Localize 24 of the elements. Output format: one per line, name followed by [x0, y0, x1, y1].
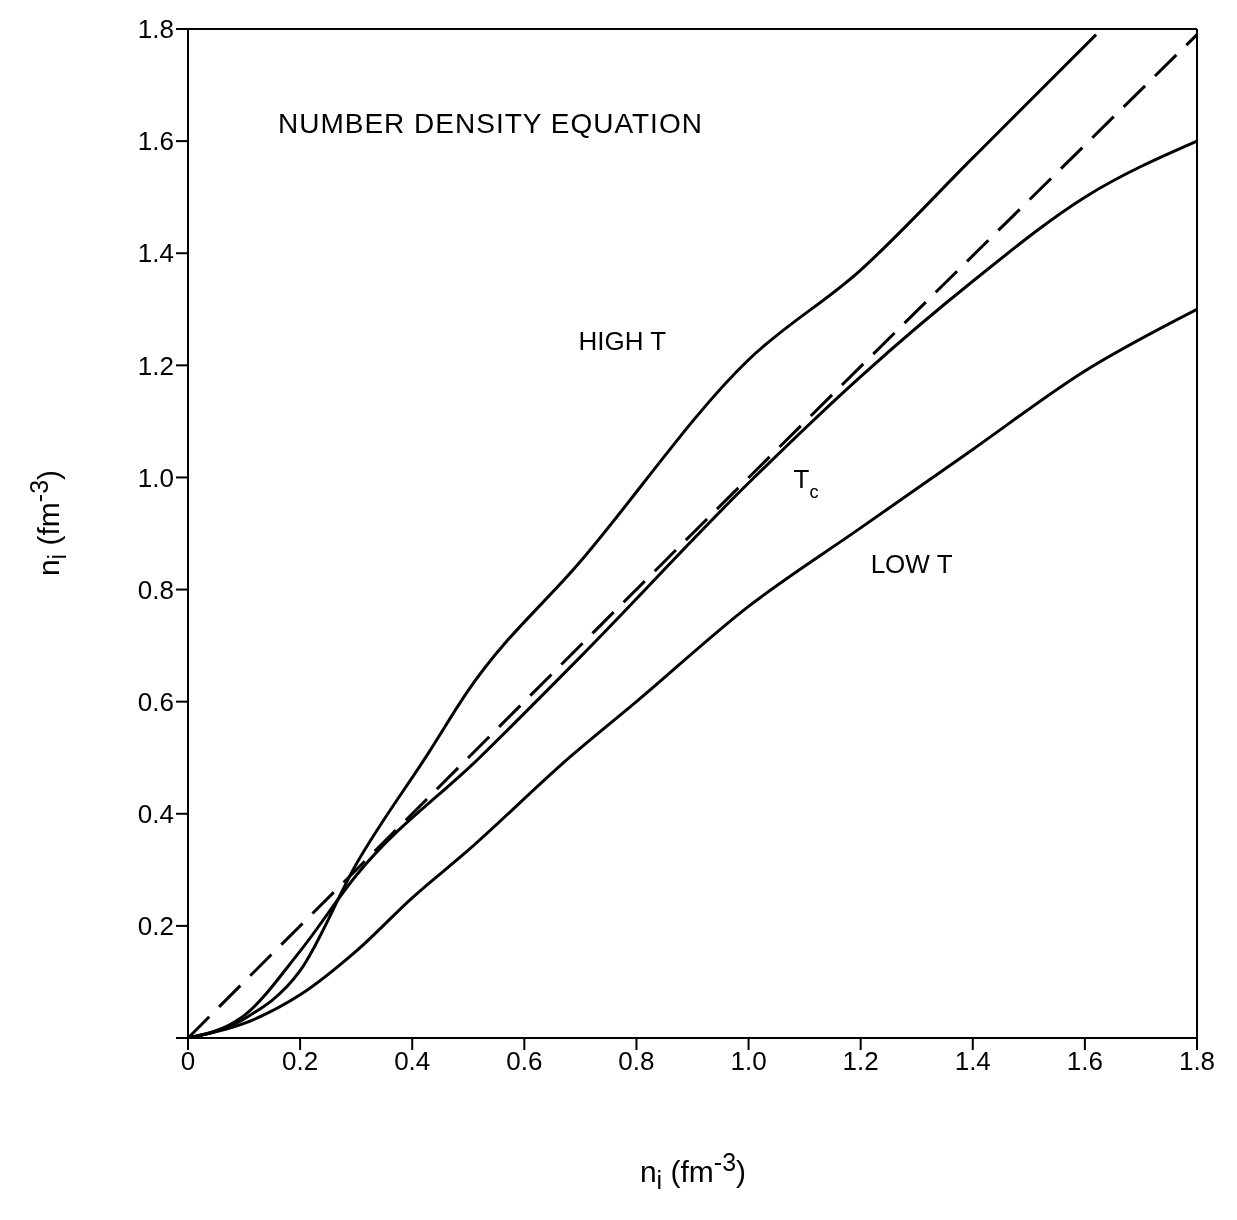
series-label: LOW T — [870, 548, 953, 579]
y-tick-label: 1.6 — [137, 126, 174, 157]
x-tick-label: 0 — [180, 1046, 196, 1077]
x-tick-label: 1.8 — [1178, 1046, 1216, 1077]
y-tick-label: 1.2 — [137, 350, 174, 381]
x-tick-label: 1.0 — [730, 1046, 767, 1077]
x-tick-label: 0.6 — [506, 1046, 543, 1077]
x-tick-label: 1.6 — [1066, 1046, 1103, 1077]
series-label: T$_{c}$ — [793, 464, 819, 503]
y-tick-label: 0.6 — [137, 686, 174, 717]
y-tick-label: 1.4 — [137, 238, 174, 269]
y-tick-label: 0.8 — [137, 574, 174, 605]
annotation: NUMBER DENSITY EQUATION — [278, 108, 703, 140]
x-axis-title: n$_{i}$ (fm$^{-3}$) — [638, 1148, 748, 1195]
x-tick-label: 0.8 — [618, 1046, 655, 1077]
x-tick-label: 1.2 — [842, 1046, 879, 1077]
y-tick-label: 0.2 — [137, 911, 174, 942]
x-tick-label: 1.4 — [954, 1046, 991, 1077]
x-tick-label: 0.2 — [282, 1046, 319, 1077]
y-tick-label: 1.0 — [137, 462, 174, 493]
y-tick-label: 1.8 — [137, 14, 174, 45]
y-tick-label: 0.4 — [137, 799, 174, 830]
x-tick-label: 0.4 — [394, 1046, 431, 1077]
text: HIGH T — [578, 325, 667, 356]
